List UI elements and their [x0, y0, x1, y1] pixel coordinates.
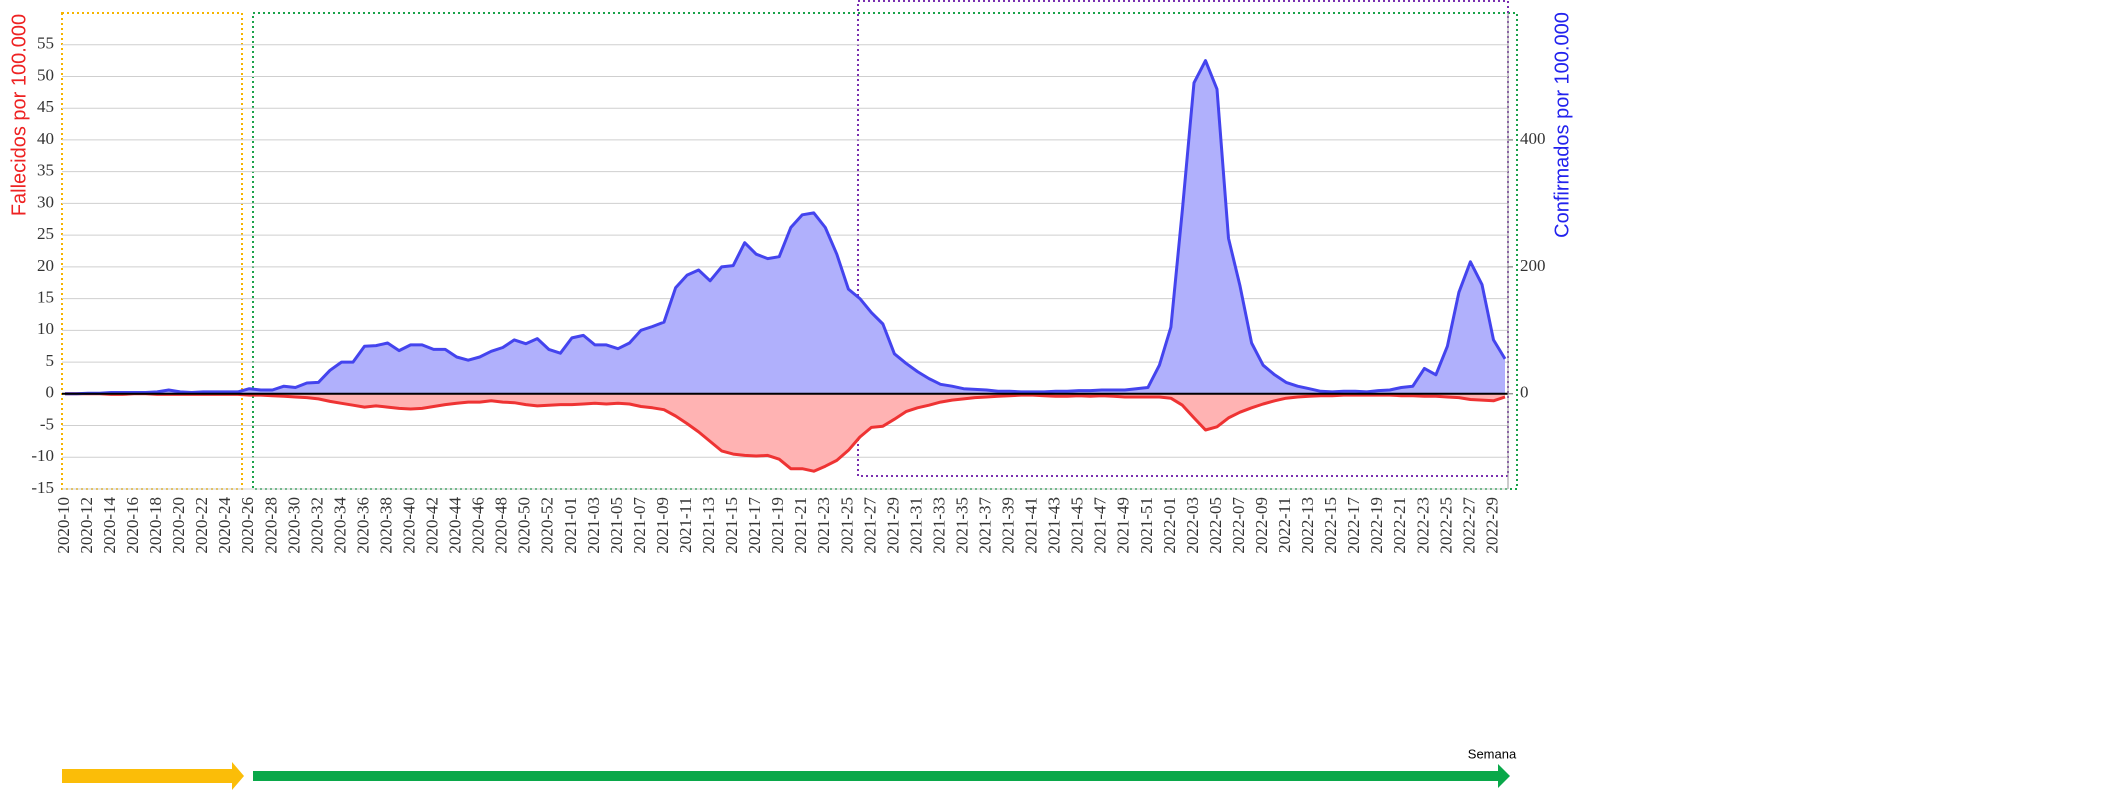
- x-tick-label: 2020-20: [169, 497, 188, 554]
- period-box: [857, 0, 1509, 477]
- x-tick-label: 2021-43: [1045, 497, 1064, 554]
- y-tick-label: 5: [46, 351, 55, 370]
- x-tick-label: 2021-17: [745, 497, 764, 554]
- x-tick-label: 2020-16: [123, 497, 142, 554]
- x-tick-label: 2021-07: [630, 497, 649, 554]
- x-tick-label: 2020-36: [353, 497, 372, 554]
- x-tick-label: 2021-33: [929, 497, 948, 554]
- y-tick-label: 25: [37, 224, 54, 243]
- x-tick-label: 2020-34: [330, 497, 349, 554]
- line: [65, 59, 1507, 396]
- y-tick-label: 30: [37, 192, 54, 211]
- x-tick-label: 2020-14: [100, 497, 119, 554]
- x-tick-label: 2021-19: [768, 497, 787, 554]
- x-tick-label: 2022-09: [1252, 497, 1271, 554]
- x-axis-title: Semana: [1468, 746, 1517, 761]
- x-tick-label: 2022-17: [1344, 497, 1363, 554]
- x-tick-label: 2021-51: [1137, 497, 1156, 554]
- x-tick-label: 2021-23: [814, 497, 833, 554]
- y-tick-label: 15: [37, 288, 54, 307]
- x-tick-label: 2020-42: [423, 497, 442, 554]
- x-tick-label: 2020-18: [146, 497, 165, 554]
- x-tick-label: 2021-27: [860, 497, 879, 554]
- y-tick-label: -10: [31, 446, 54, 465]
- y2-tick-label: 0: [1520, 383, 1529, 402]
- y2-tick-label: 200: [1520, 256, 1546, 275]
- x-tick-label: 2020-30: [284, 497, 303, 554]
- area: [65, 393, 1505, 472]
- x-tick-label: 2022-23: [1413, 497, 1432, 554]
- y-tick-label: 45: [37, 97, 54, 116]
- period-arrow: [253, 764, 1510, 788]
- area: [65, 60, 1505, 394]
- x-tick-label: 2020-48: [492, 497, 511, 554]
- x-tick-label: 2021-45: [1068, 497, 1087, 554]
- y-tick-label: 0: [46, 383, 55, 402]
- x-tick-label: 2020-38: [376, 497, 395, 554]
- x-tick-label: 2021-39: [999, 497, 1018, 554]
- x-tick-label: 2022-11: [1275, 497, 1294, 553]
- x-tick-label: 2020-46: [469, 497, 488, 554]
- x-tick-label: 2020-32: [307, 497, 326, 554]
- y-tick-label: -5: [40, 414, 54, 433]
- x-tick-label: 2020-44: [446, 497, 465, 554]
- y2-axis-title: Confirmados por 100.000: [1551, 12, 1573, 238]
- x-tick-label: 2022-21: [1390, 497, 1409, 554]
- x-tick-label: 2020-28: [261, 497, 280, 554]
- x-tick-label: 2022-05: [1206, 497, 1225, 554]
- x-tick-label: 2020-24: [215, 497, 234, 554]
- period-arrow: [62, 762, 244, 790]
- x-tick-label: 2021-15: [722, 497, 741, 554]
- x-tick-label: 2022-19: [1367, 497, 1386, 554]
- x-tick-label: 2021-03: [584, 497, 603, 554]
- x-tick-label: 2022-15: [1321, 497, 1340, 554]
- x-tick-label: 2022-07: [1229, 497, 1248, 554]
- x-tick-label: 2021-35: [952, 497, 971, 554]
- x-tick-label: 2021-13: [699, 497, 718, 554]
- x-tick-label: 2020-40: [400, 497, 419, 554]
- period-box: [61, 12, 243, 490]
- y-tick-label: 10: [37, 319, 54, 338]
- x-tick-label: 2020-26: [238, 497, 257, 554]
- x-tick-label: 2022-25: [1436, 497, 1455, 554]
- x-tick-label: 2021-29: [883, 497, 902, 554]
- line: [65, 392, 1506, 473]
- x-tick-label: 2021-01: [561, 497, 580, 554]
- x-tick-label: 2022-27: [1459, 497, 1478, 554]
- y-tick-label: 55: [37, 34, 54, 53]
- x-tick-label: 2021-11: [676, 497, 695, 553]
- y-tick-label: 50: [37, 65, 54, 84]
- x-tick-label: 2022-03: [1183, 497, 1202, 554]
- x-tick-label: 2021-21: [791, 497, 810, 554]
- x-tick-label: 2022-13: [1298, 497, 1317, 554]
- x-tick-label: 2020-12: [77, 497, 96, 554]
- x-tick-label: 2021-25: [837, 497, 856, 554]
- x-tick-label: 2021-47: [1091, 497, 1110, 554]
- x-tick-label: 2020-22: [192, 497, 211, 554]
- x-tick-label: 2020-10: [54, 497, 73, 554]
- x-tick-label: 2021-37: [976, 497, 995, 554]
- x-tick-label: 2021-31: [906, 497, 925, 554]
- x-tick-label: 2021-41: [1022, 497, 1041, 554]
- y-tick-label: 35: [37, 161, 54, 180]
- y-tick-label: 20: [37, 256, 54, 275]
- y-tick-label: 40: [37, 129, 54, 148]
- x-tick-label: 2022-01: [1160, 497, 1179, 554]
- y-tick-label: -15: [31, 478, 54, 497]
- y-axis-title: Fallecidos por 100.000: [8, 14, 30, 216]
- x-tick-label: 2021-49: [1114, 497, 1133, 554]
- x-tick-label: 2020-52: [538, 497, 557, 554]
- x-tick-label: 2021-05: [607, 497, 626, 554]
- x-tick-label: 2022-29: [1482, 497, 1501, 554]
- x-tick-label: 2021-09: [653, 497, 672, 554]
- x-tick-label: 2020-50: [515, 497, 534, 554]
- y2-tick-label: 400: [1520, 129, 1546, 148]
